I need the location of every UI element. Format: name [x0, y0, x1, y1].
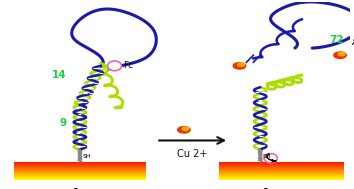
Circle shape [233, 63, 246, 69]
Circle shape [238, 63, 245, 67]
Text: SH: SH [82, 154, 91, 159]
Text: 14: 14 [52, 70, 67, 80]
Text: ✗: ✗ [350, 38, 354, 46]
Text: Cu 2+: Cu 2+ [177, 149, 208, 159]
Text: SH: SH [263, 154, 272, 159]
Circle shape [338, 52, 345, 56]
Text: 72: 72 [330, 35, 344, 45]
Circle shape [182, 127, 189, 130]
Circle shape [334, 52, 346, 58]
Circle shape [178, 127, 190, 133]
Ellipse shape [108, 61, 121, 71]
Text: Au: Au [261, 187, 280, 189]
Text: Au: Au [70, 187, 89, 189]
Text: 9: 9 [59, 118, 66, 128]
Ellipse shape [264, 154, 277, 163]
Text: Fc: Fc [123, 61, 133, 70]
